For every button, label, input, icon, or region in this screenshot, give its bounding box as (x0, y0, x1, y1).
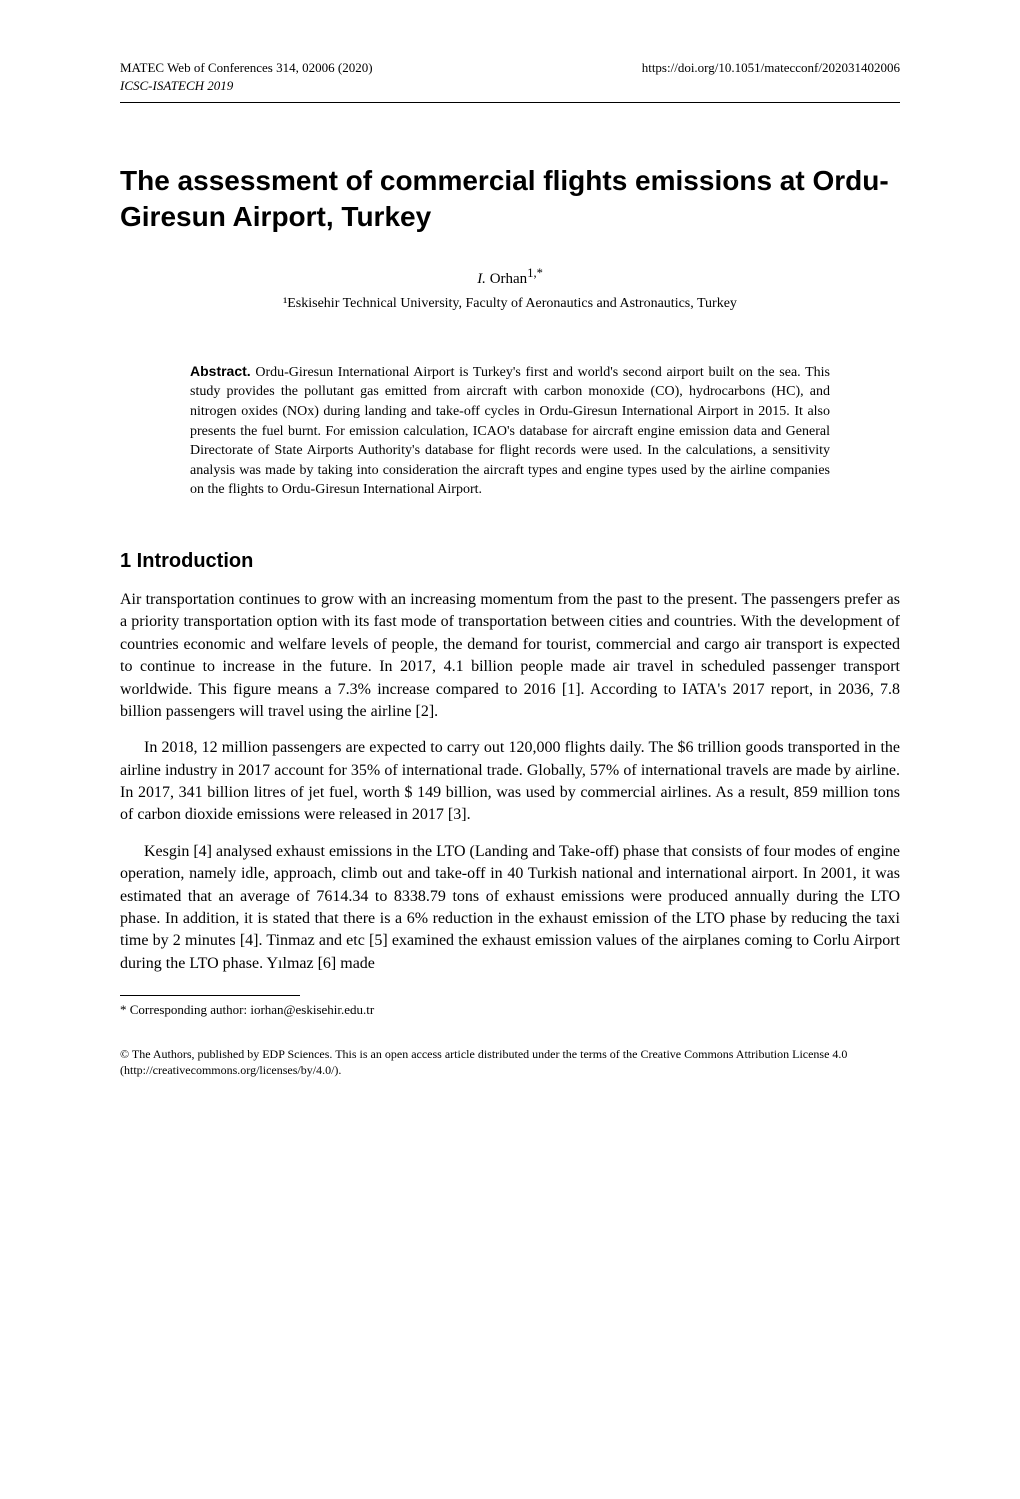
corresponding-author-footnote: * Corresponding author: iorhan@eskisehir… (120, 1002, 900, 1018)
page-header: MATEC Web of Conferences 314, 02006 (202… (120, 60, 900, 76)
conference-name: ICSC-ISATECH 2019 (120, 78, 900, 94)
journal-line: MATEC Web of Conferences 314, 02006 (202… (120, 60, 373, 76)
paper-title: The assessment of commercial flights emi… (120, 163, 900, 236)
body-paragraph-1: Air transportation continues to grow wit… (120, 589, 900, 723)
body-paragraph-2: In 2018, 12 million passengers are expec… (120, 737, 900, 827)
section-1-heading: 1 Introduction (120, 550, 900, 573)
affiliation: ¹Eskisehir Technical University, Faculty… (120, 296, 900, 312)
abstract-text: Ordu-Giresun International Airport is Tu… (190, 365, 830, 498)
author-superscript: 1,* (527, 266, 543, 280)
author-line: I. Orhan1,* (120, 266, 900, 288)
abstract-label: Abstract. (190, 363, 251, 379)
footnote-divider (120, 995, 300, 996)
abstract-block: Abstract. Ordu-Giresun International Air… (190, 362, 830, 500)
author-initial: I. (477, 271, 486, 287)
doi-link[interactable]: https://doi.org/10.1051/matecconf/202031… (642, 60, 900, 76)
body-paragraph-3: Kesgin [4] analysed exhaust emissions in… (120, 841, 900, 975)
license-text: © The Authors, published by EDP Sciences… (120, 1046, 900, 1078)
header-divider (120, 102, 900, 103)
author-surname: Orhan (490, 271, 528, 287)
